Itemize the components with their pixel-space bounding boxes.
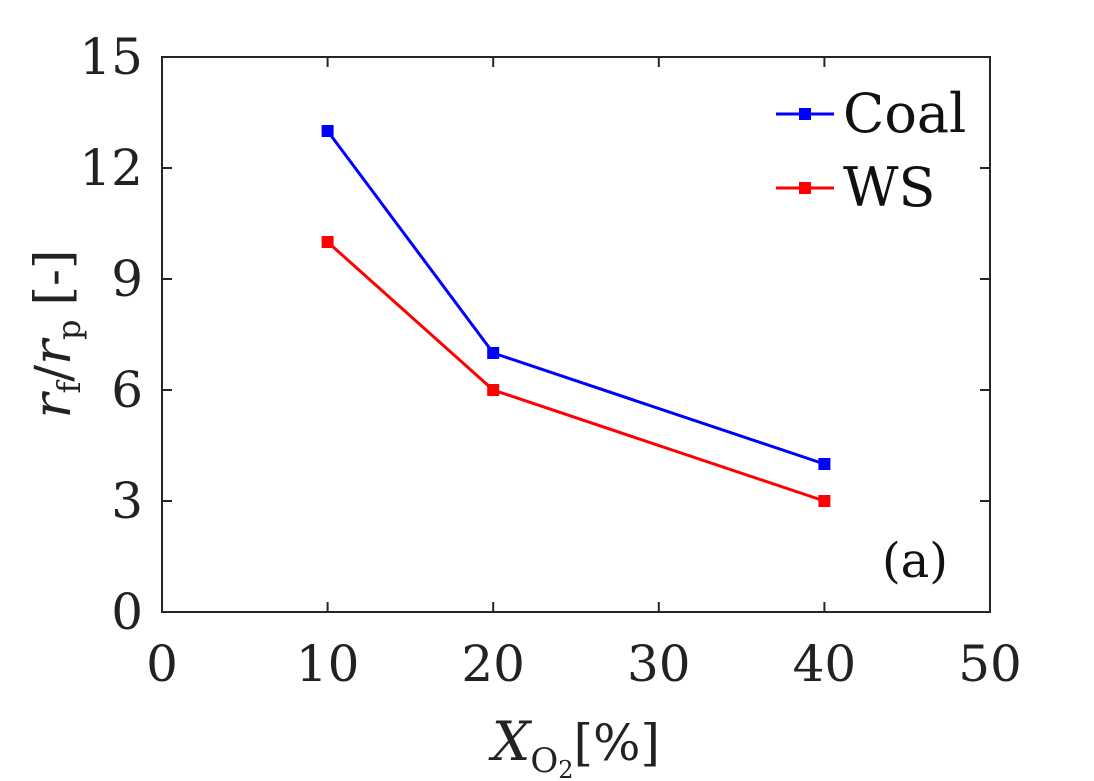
x-axis-title-sub: O	[530, 741, 558, 781]
tick-labels: 0 10 20 30 40 50 0 3 6 9 12 15	[79, 28, 1021, 693]
y-axis-title-unit: [-]	[24, 250, 82, 306]
y-tick-label: 15	[79, 28, 143, 86]
y-tick-label: 12	[79, 139, 143, 197]
series-layer	[321, 125, 831, 507]
y-tick-label: 6	[111, 361, 143, 419]
x-axis-title-unit: [%]	[574, 714, 661, 772]
x-tick-label: 50	[958, 635, 1022, 693]
plot-area	[161, 56, 991, 613]
x-tick-label: 10	[296, 635, 360, 693]
x-axis-title-main: X	[488, 710, 533, 773]
y-tick-label: 0	[111, 583, 143, 641]
y-axis-title-sub1: f	[50, 380, 88, 394]
data-point-coal	[818, 458, 831, 470]
x-tick-label: 40	[793, 635, 857, 693]
x-tick-label: 20	[461, 635, 525, 693]
data-point-ws	[321, 236, 334, 248]
data-point-coal	[487, 347, 500, 359]
y-axis-title: rf/rp[-]	[23, 250, 88, 419]
y-tick-label: 3	[111, 472, 143, 530]
y-axis-title-slash: /	[24, 365, 82, 382]
x-axis-title: XO2[%]	[488, 710, 660, 781]
y-tick-label: 9	[111, 250, 143, 308]
legend-marker-coal	[799, 108, 811, 120]
y-axis-title-sub2: p	[50, 320, 88, 340]
axis-ticks	[161, 56, 991, 613]
data-point-ws	[818, 495, 831, 507]
panel-label: (a)	[882, 533, 948, 589]
legend-label-coal: Coal	[843, 82, 966, 145]
x-axis-title-subsub: 2	[558, 756, 573, 781]
legend-marker-ws	[799, 182, 811, 194]
legend-label-ws: WS	[843, 156, 936, 219]
x-tick-label: 0	[146, 635, 178, 693]
legend: Coal WS	[776, 82, 966, 219]
y-axis-title-r2: r	[23, 337, 83, 365]
data-point-ws	[487, 384, 500, 396]
data-point-coal	[321, 125, 334, 137]
y-axis-title-r1: r	[23, 390, 83, 418]
x-tick-label: 30	[627, 635, 691, 693]
